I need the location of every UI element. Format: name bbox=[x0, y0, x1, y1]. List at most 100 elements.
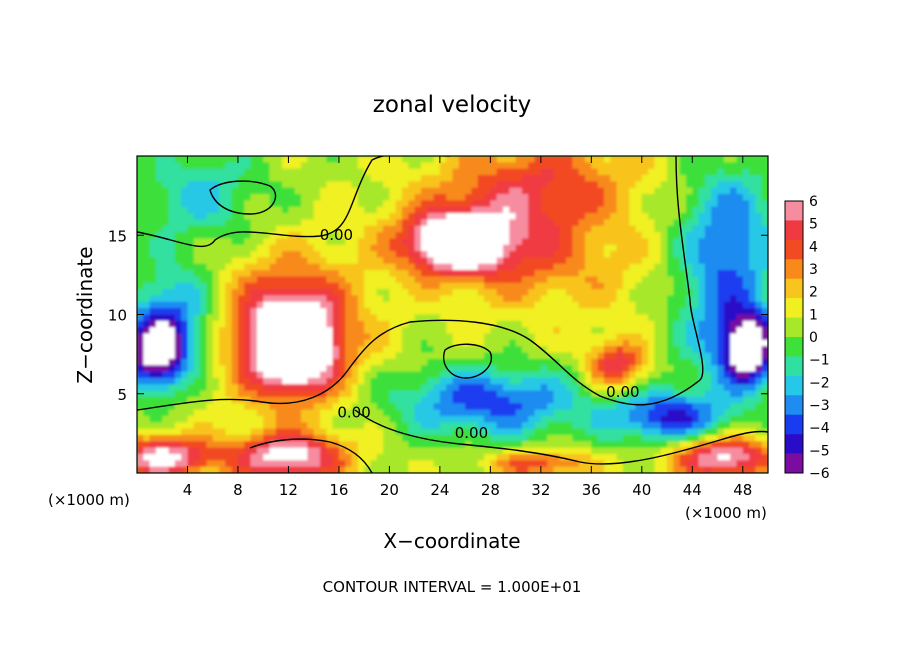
heatmap-cell bbox=[490, 270, 498, 278]
heatmap-cell bbox=[193, 434, 201, 442]
heatmap-cell bbox=[162, 257, 170, 265]
heatmap-cell bbox=[578, 409, 586, 417]
heatmap-cell bbox=[723, 453, 731, 461]
heatmap-cell bbox=[496, 415, 504, 423]
heatmap-cell bbox=[660, 308, 668, 316]
heatmap-cell bbox=[471, 295, 479, 303]
heatmap-cell bbox=[496, 213, 504, 220]
heatmap-cell bbox=[547, 168, 555, 176]
heatmap-cell bbox=[269, 251, 277, 259]
heatmap-cell bbox=[723, 327, 731, 335]
heatmap-cell bbox=[648, 251, 656, 259]
heatmap-cell bbox=[212, 460, 220, 468]
heatmap-cell bbox=[231, 327, 239, 335]
heatmap-cell bbox=[490, 396, 498, 404]
heatmap-cell bbox=[521, 327, 529, 335]
heatmap-cell bbox=[698, 206, 706, 214]
heatmap-cell bbox=[250, 232, 258, 240]
heatmap-cell bbox=[193, 346, 201, 354]
heatmap-cell bbox=[200, 232, 208, 240]
heatmap-cell bbox=[420, 390, 428, 398]
heatmap-cell bbox=[357, 238, 365, 246]
heatmap-cell bbox=[357, 403, 365, 411]
heatmap-cell bbox=[345, 346, 353, 354]
heatmap-cell bbox=[692, 428, 700, 436]
heatmap-cell bbox=[149, 276, 157, 284]
heatmap-cell bbox=[578, 428, 586, 436]
heatmap-cell bbox=[717, 333, 725, 341]
heatmap-cell bbox=[755, 346, 763, 354]
heatmap-cell bbox=[622, 206, 630, 214]
heatmap-cell bbox=[755, 295, 763, 303]
heatmap-cell bbox=[755, 415, 763, 423]
heatmap-cell bbox=[465, 295, 473, 303]
heatmap-cell bbox=[622, 232, 630, 240]
heatmap-cell bbox=[540, 466, 548, 473]
heatmap-cell bbox=[408, 371, 416, 379]
heatmap-cell bbox=[761, 396, 768, 404]
heatmap-cell bbox=[736, 371, 744, 379]
heatmap-cell bbox=[370, 270, 378, 278]
heatmap-cell bbox=[452, 263, 460, 271]
heatmap-cell bbox=[288, 308, 296, 316]
heatmap-cell bbox=[351, 409, 359, 417]
heatmap-cell bbox=[275, 168, 283, 176]
heatmap-cell bbox=[446, 200, 454, 208]
heatmap-cell bbox=[534, 327, 542, 335]
heatmap-cell bbox=[534, 289, 542, 297]
heatmap-cell bbox=[357, 232, 365, 240]
heatmap-cell bbox=[673, 270, 681, 278]
heatmap-cell bbox=[433, 415, 441, 423]
heatmap-cell bbox=[193, 365, 201, 373]
heatmap-cell bbox=[496, 441, 504, 449]
heatmap-cell bbox=[622, 263, 630, 271]
heatmap-cell bbox=[275, 301, 283, 309]
heatmap-cell bbox=[597, 365, 605, 373]
heatmap-cell bbox=[345, 232, 353, 240]
heatmap-cell bbox=[332, 206, 340, 214]
heatmap-cell bbox=[338, 263, 346, 271]
heatmap-cell bbox=[357, 441, 365, 449]
heatmap-cell bbox=[452, 466, 460, 473]
heatmap-cell bbox=[389, 289, 397, 297]
heatmap-cell bbox=[376, 314, 384, 322]
heatmap-cell bbox=[496, 422, 504, 430]
heatmap-cell bbox=[294, 396, 302, 404]
heatmap-cell bbox=[477, 415, 485, 423]
heatmap-cell bbox=[269, 333, 277, 341]
heatmap-cell bbox=[200, 225, 208, 233]
heatmap-cell bbox=[679, 162, 687, 170]
heatmap-cell bbox=[585, 409, 592, 417]
heatmap-cell bbox=[389, 396, 397, 404]
heatmap-cell bbox=[427, 219, 435, 227]
heatmap-cell bbox=[326, 194, 334, 201]
heatmap-cell bbox=[528, 441, 536, 449]
heatmap-cell bbox=[761, 187, 768, 195]
heatmap-cell bbox=[200, 156, 208, 163]
heatmap-cell bbox=[256, 251, 264, 259]
heatmap-cell bbox=[502, 308, 510, 316]
heatmap-cell bbox=[648, 276, 656, 284]
heatmap-cell bbox=[155, 415, 163, 423]
heatmap-cell bbox=[326, 447, 334, 455]
heatmap-cell bbox=[439, 238, 447, 246]
heatmap-cell bbox=[458, 352, 466, 360]
heatmap-cell bbox=[603, 206, 611, 214]
heatmap-cell bbox=[313, 434, 321, 442]
heatmap-cell bbox=[370, 415, 378, 423]
heatmap-cell bbox=[704, 200, 712, 208]
heatmap-cell bbox=[351, 352, 359, 360]
heatmap-cell bbox=[376, 175, 384, 182]
heatmap-cell bbox=[502, 460, 510, 468]
heatmap-cell bbox=[723, 263, 731, 271]
heatmap-cell bbox=[484, 181, 491, 189]
heatmap-cell bbox=[585, 194, 592, 201]
heatmap-cell bbox=[263, 466, 271, 473]
heatmap-cell bbox=[452, 320, 460, 328]
heatmap-cell bbox=[566, 390, 573, 398]
heatmap-cell bbox=[742, 346, 750, 354]
heatmap-cell bbox=[603, 453, 611, 461]
heatmap-cell bbox=[326, 403, 334, 411]
heatmap-cell bbox=[490, 352, 498, 360]
heatmap-cell bbox=[654, 377, 662, 385]
